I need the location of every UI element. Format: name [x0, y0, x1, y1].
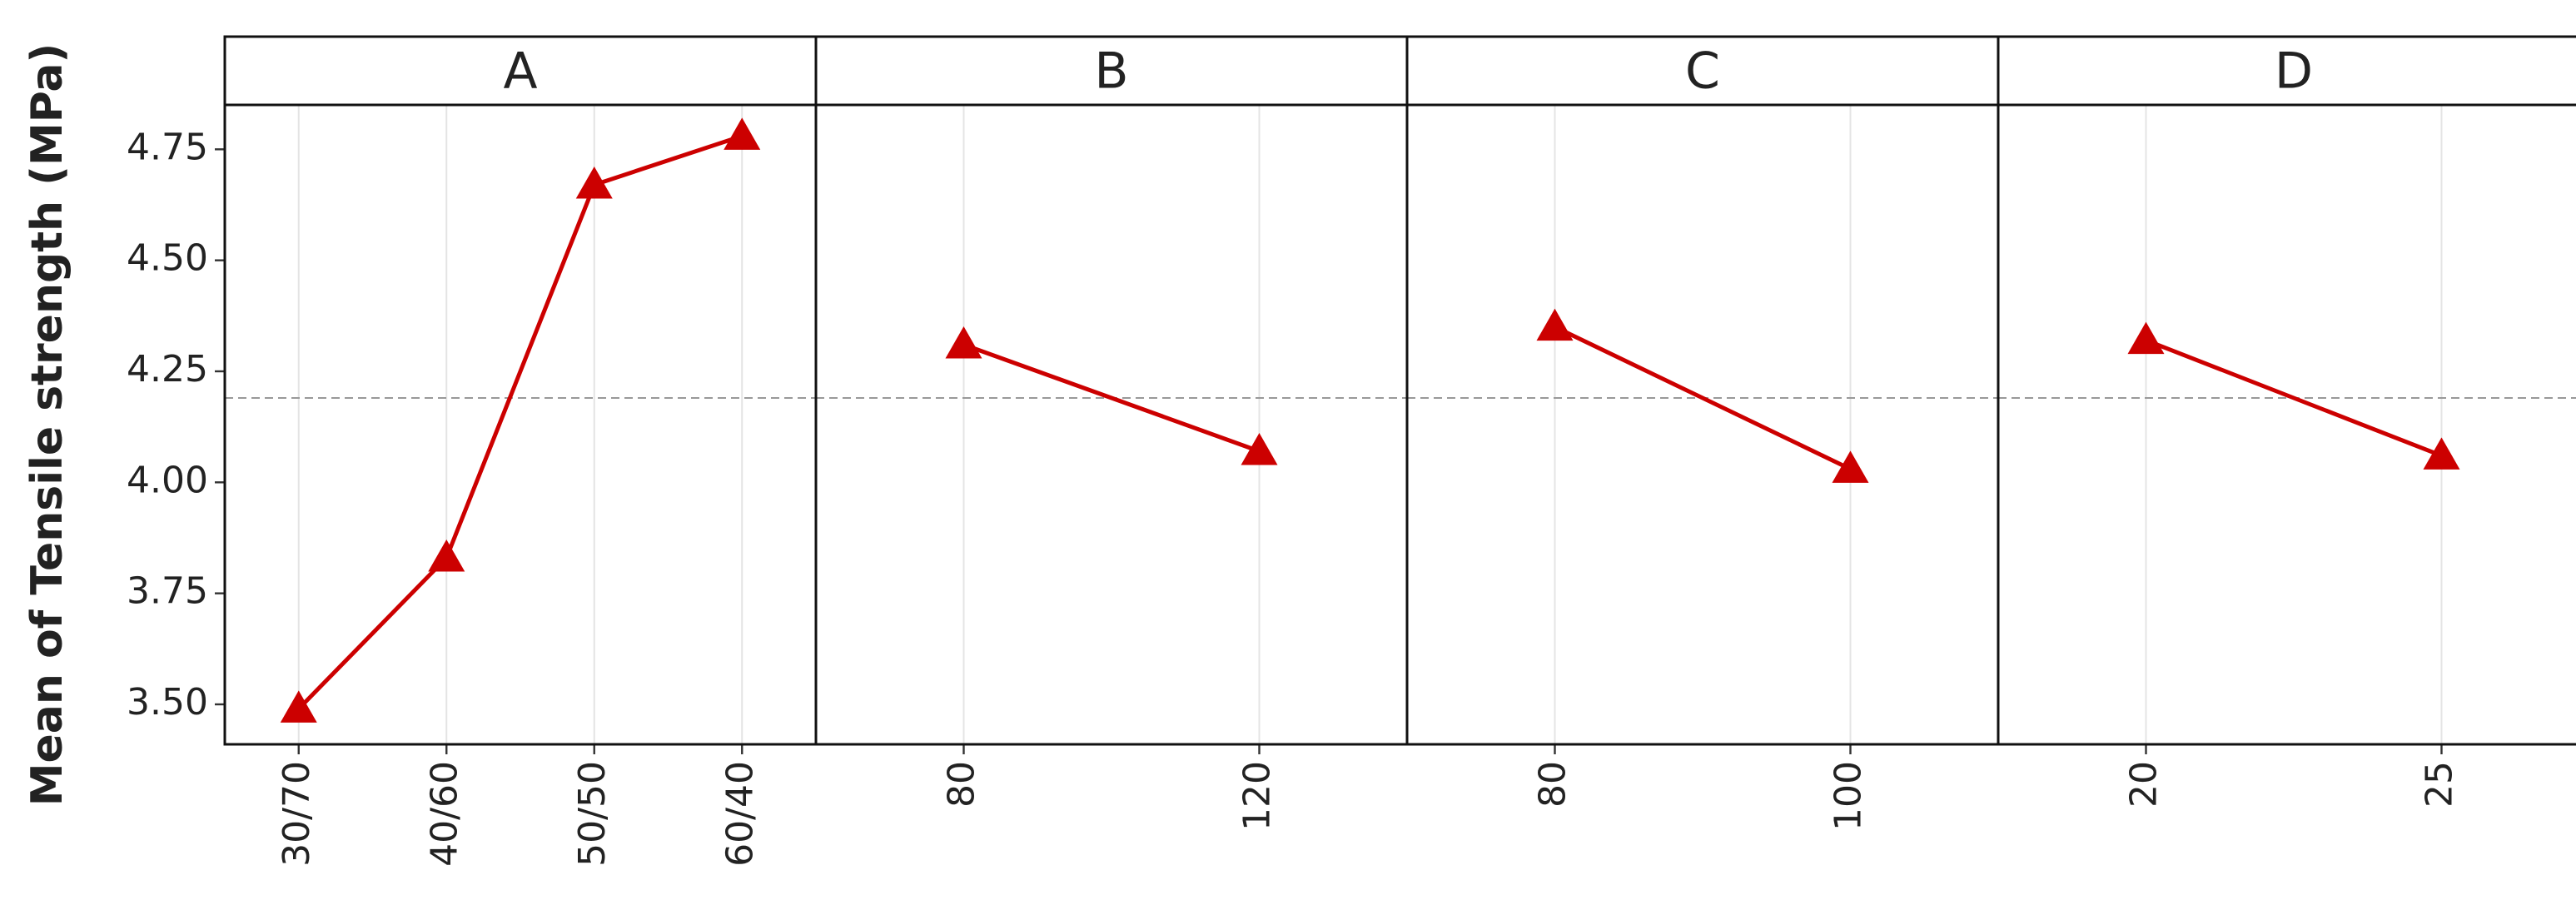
- panel-title: C: [1685, 42, 1720, 101]
- x-tick-label: 100: [1828, 761, 1870, 831]
- marker: [1241, 433, 1278, 465]
- x-tick-label: 40/60: [423, 761, 465, 867]
- marker: [2127, 321, 2165, 355]
- x-tick-label: 30/70: [276, 761, 318, 867]
- effect-line: [962, 342, 1261, 454]
- x-tick-label: 60/40: [719, 761, 761, 867]
- y-tick-label: 4.75: [127, 126, 208, 168]
- effect-line: [296, 133, 743, 711]
- panel-frame: [1997, 103, 2576, 746]
- effect-line: [2145, 338, 2443, 458]
- marker: [575, 167, 613, 199]
- effect-line: [1554, 325, 1852, 471]
- x-tick-label: 50/50: [571, 761, 614, 867]
- x-tick-label: 25: [2419, 761, 2461, 808]
- x-tick-label: 80: [941, 761, 983, 808]
- panel-title: D: [2275, 42, 2313, 101]
- panel-title: A: [503, 42, 537, 101]
- y-axis-label: Mean of Tensile strength (MPa): [22, 43, 72, 807]
- panel-frame: [1405, 103, 2000, 746]
- y-tick-label: 4.00: [127, 459, 208, 501]
- panel-frame: [223, 103, 818, 746]
- marker: [945, 326, 982, 359]
- y-tick-label: 3.75: [127, 570, 208, 613]
- panel-frame: [814, 103, 1409, 746]
- y-tick-label: 4.25: [127, 348, 208, 390]
- y-tick-label: 3.50: [127, 681, 208, 724]
- marker: [428, 540, 465, 572]
- marker: [1832, 450, 1869, 483]
- x-tick-label: 80: [1532, 761, 1574, 808]
- x-tick-label: 120: [1236, 761, 1279, 831]
- x-tick-label: 20: [2123, 761, 2166, 808]
- marker: [280, 690, 317, 723]
- panel-strip: [1405, 35, 2000, 107]
- marker: [724, 117, 761, 150]
- y-tick-label: 4.50: [127, 237, 208, 280]
- panel-title: B: [1094, 42, 1128, 101]
- marker: [2423, 437, 2460, 470]
- marker: [1536, 308, 1574, 341]
